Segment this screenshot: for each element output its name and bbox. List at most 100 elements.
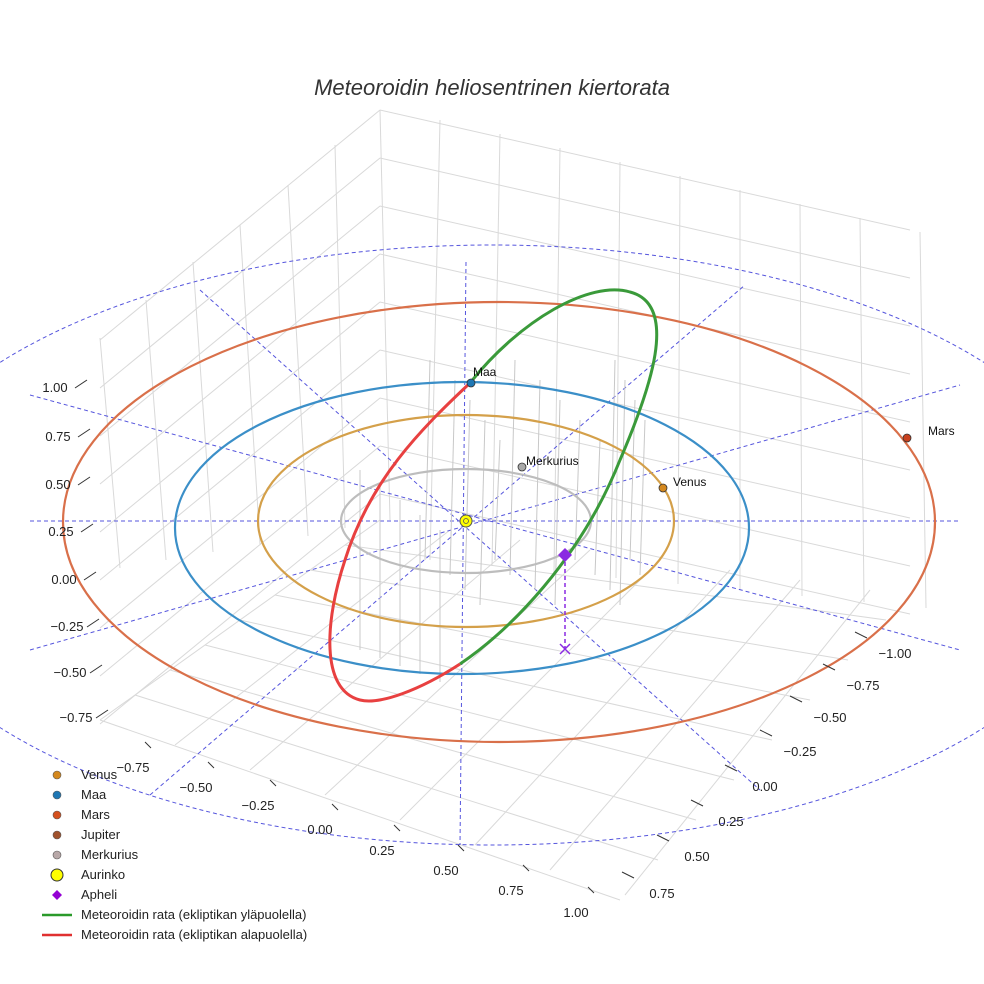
- planet-label-mars: Mars: [928, 424, 955, 438]
- y-tick-mark: [759, 729, 773, 737]
- grid-line: [379, 397, 911, 519]
- grid-line: [379, 205, 911, 327]
- legend-item[interactable]: Apheli: [52, 887, 117, 902]
- grid-line: [324, 549, 591, 796]
- grid-line: [99, 205, 381, 437]
- y-tick-label: 0.50: [684, 849, 709, 864]
- grid-line: [379, 493, 911, 615]
- z-tick-label: 0.75: [45, 429, 70, 444]
- grid-line: [99, 253, 381, 485]
- x-tick-mark: [269, 779, 277, 787]
- chart-title: Meteoroidin heliosentrinen kiertorata: [314, 75, 670, 100]
- legend-label: Meteoroidin rata (ekliptikan yläpuolella…: [81, 907, 306, 922]
- legend-item[interactable]: Meteoroidin rata (ekliptikan yläpuolella…: [42, 907, 306, 922]
- planet-label-venus: Venus: [673, 475, 706, 489]
- legend-label: Maa: [81, 787, 107, 802]
- reference-line: [459, 261, 467, 846]
- x-tick-mark: [393, 824, 401, 832]
- drop-line: [619, 379, 626, 606]
- x-tick-mark: [587, 886, 595, 894]
- drop-line: [479, 419, 486, 606]
- y-tick-mark: [789, 695, 803, 703]
- legend-label: Venus: [81, 767, 118, 782]
- legend-item[interactable]: Maa: [52, 787, 107, 802]
- y-tick-mark: [690, 799, 704, 807]
- z-tick-label: 0.50: [45, 477, 70, 492]
- grid-line: [919, 231, 927, 609]
- drop-line: [509, 359, 516, 576]
- grid-line: [309, 569, 849, 661]
- z-tick-mark: [80, 523, 94, 533]
- planet-marker-merkurius: [517, 462, 527, 472]
- z-tick-mark: [74, 379, 88, 389]
- planet-label-maa: Maa: [473, 365, 497, 379]
- x-tick-label: −0.75: [117, 760, 150, 775]
- orbit-maa: [173, 380, 751, 676]
- grid-line: [677, 175, 681, 585]
- drop-line: [424, 359, 431, 561]
- grid-line: [379, 301, 911, 423]
- z-tick-label: −0.50: [54, 665, 87, 680]
- grid-line: [134, 694, 659, 861]
- grid-line: [379, 157, 911, 279]
- axis-ticks: 1.00 0.75 0.50 0.25 0.00 −0.25 −0.50 −0.75 −0.75…: [42, 379, 911, 920]
- planet-marker-mars: [902, 433, 912, 443]
- markers: Maa Merkurius Venus Mars: [459, 365, 955, 655]
- drop-line: [639, 419, 646, 576]
- legend-label: Meteoroidin rata (ekliptikan alapuolella…: [81, 927, 307, 942]
- legend-marker: [52, 810, 62, 820]
- grid-line: [399, 559, 661, 821]
- legend[interactable]: Venus Maa Mars Jupiter Merkurius Aurinko Aphel…: [42, 767, 307, 942]
- planet-orbits: [61, 300, 937, 744]
- legend-label: Apheli: [81, 887, 117, 902]
- legend-item[interactable]: Meteoroidin rata (ekliptikan alapuolella…: [42, 927, 307, 942]
- x-tick-mark: [207, 761, 215, 769]
- grid-line: [99, 157, 381, 389]
- grid: [99, 109, 927, 901]
- grid-line: [474, 569, 731, 846]
- grid-line: [239, 224, 261, 545]
- legend-item[interactable]: Mars: [52, 807, 110, 822]
- reference-line: [29, 384, 961, 651]
- meteoroid-orbit-above: [459, 288, 659, 666]
- legend-marker: [50, 868, 64, 882]
- z-tick-mark: [86, 618, 100, 628]
- y-tick-mark: [822, 663, 836, 671]
- legend-label: Jupiter: [81, 827, 121, 842]
- x-tick-label: −0.25: [242, 798, 275, 813]
- planet-marker-maa: [466, 378, 476, 388]
- z-tick-mark: [77, 428, 91, 438]
- x-tick-label: 0.50: [433, 863, 458, 878]
- aphelion-projection-marker: [559, 643, 571, 655]
- meteoroid-orbit-below: [328, 381, 472, 703]
- legend-item[interactable]: Jupiter: [52, 827, 121, 842]
- aphelion-marker: [558, 548, 572, 562]
- drop-line: [574, 419, 581, 561]
- x-tick-label: 0.00: [307, 822, 332, 837]
- grid-line: [287, 184, 309, 537]
- legend-marker: [52, 830, 62, 840]
- grid-line: [192, 261, 214, 553]
- legend-item[interactable]: Venus: [52, 767, 118, 782]
- z-tick-label: 1.00: [42, 380, 67, 395]
- grid-line: [169, 669, 697, 821]
- sun-marker: [459, 514, 473, 528]
- z-tick-mark: [95, 709, 109, 719]
- grid-line: [99, 109, 381, 341]
- y-tick-mark: [854, 631, 868, 639]
- grid-line: [344, 544, 887, 621]
- legend-label: Aurinko: [81, 867, 125, 882]
- grid-line: [491, 133, 501, 567]
- z-tick-label: −0.75: [60, 710, 93, 725]
- legend-item[interactable]: Merkurius: [52, 847, 139, 862]
- x-tick-mark: [331, 803, 339, 811]
- y-tick-label: 0.25: [718, 814, 743, 829]
- grid-line: [549, 579, 801, 871]
- grid-line: [99, 301, 381, 533]
- meteoroid-orbit: [328, 288, 659, 703]
- x-tick-label: −0.50: [180, 780, 213, 795]
- grid-line: [99, 397, 381, 629]
- drop-line: [464, 399, 471, 591]
- legend-item[interactable]: Aurinko: [50, 867, 125, 882]
